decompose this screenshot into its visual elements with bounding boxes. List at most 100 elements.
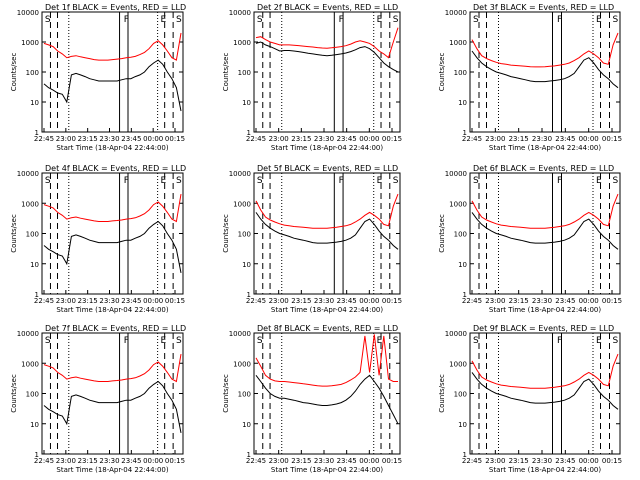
x-tick-label: 00:15 [382,135,402,143]
y-tick-label: 10 [242,99,251,107]
chart-title: Det 6f BLACK = Events, RED = LLD [473,164,614,173]
marker-letter: S [45,336,51,346]
y-axis-label: Counts/sec [10,53,18,92]
x-tick-label: 23:00 [56,457,76,465]
marker-letter: S [176,15,182,25]
plot-frame [253,172,401,295]
chart-panel: Det 7f BLACK = Events, RED = LLD 1 10 100 10… [10,324,186,474]
x-tick-label: 22:45 [246,297,266,305]
x-axis-label: Start Time (18-Apr-04 22:44:00) [56,466,168,474]
x-tick-label: 23:00 [485,457,505,465]
marker-letter: S [257,336,263,346]
series-line [255,193,399,229]
x-tick-label: 23:15 [509,297,529,305]
plot-frame [41,172,184,295]
marker-letter: F [339,176,344,186]
marker-letter: F [339,15,344,25]
x-tick-label: 23:45 [555,457,575,465]
x-tick-label: 23:15 [509,457,529,465]
marker-letter: E [596,15,602,25]
series-line [471,32,619,68]
y-tick-label: 100 [238,231,251,239]
x-tick-label: 23:30 [314,297,334,305]
x-tick-label: 00:15 [602,457,622,465]
plot-frame [469,332,621,455]
x-tick-label: 23:45 [121,457,141,465]
y-tick-label: 10 [458,421,467,429]
marker-letter: S [613,15,619,25]
x-axis-label: Start Time (18-Apr-04 22:44:00) [271,144,383,152]
y-tick-label: 10 [30,421,39,429]
x-tick-label: 23:00 [485,297,505,305]
series-line [43,354,182,383]
x-tick-label: 22:45 [246,135,266,143]
plot-frame [469,172,621,295]
series-line [43,194,182,223]
chart-title: Det 8f BLACK = Events, RED = LLD [257,324,398,333]
x-tick-label: 00:15 [382,457,402,465]
x-tick-label: 23:00 [485,135,505,143]
marker-letter: E [596,336,602,346]
x-tick-label: 23:30 [532,457,552,465]
x-tick-label: 00:15 [602,297,622,305]
x-tick-label: 23:45 [337,297,357,305]
marker-letter: S [393,176,399,186]
y-axis-label: Counts/sec [222,53,230,92]
x-tick-label: 23:15 [78,135,98,143]
marker-letter: E [596,176,602,186]
y-tick-label: 10000 [17,330,39,338]
x-tick-label: 23:30 [532,297,552,305]
x-tick-label: 23:45 [121,135,141,143]
y-tick-label: 10000 [229,9,251,17]
series-line [471,353,619,389]
chart-panel: Det 4f BLACK = Events, RED = LLD 1 10 100 10… [10,164,186,314]
x-tick-label: 22:45 [462,457,482,465]
marker-letter: S [176,336,182,346]
series-line [471,372,619,410]
x-tick-label: 00:00 [359,297,379,305]
y-tick-label: 100 [454,69,467,77]
marker-letter: E [377,336,383,346]
plot-frame [41,332,184,455]
y-tick-label: 10 [30,99,39,107]
x-axis-label: Start Time (18-Apr-04 22:44:00) [56,306,168,314]
y-tick-label: 1 [35,291,39,299]
marker-letter: S [257,176,263,186]
y-tick-label: 100 [26,391,39,399]
x-tick-label: 23:45 [337,135,357,143]
y-tick-label: 1 [247,129,251,137]
chart-panel: Det 9f BLACK = Events, RED = LLD 1 10 100 10… [438,324,622,474]
marker-letter: E [160,15,166,25]
x-tick-label: 23:15 [78,457,98,465]
y-tick-label: 10000 [17,170,39,178]
x-tick-label: 23:30 [99,297,119,305]
x-tick-label: 23:30 [99,135,119,143]
series-line [255,334,398,387]
marker-letter: S [176,176,182,186]
y-tick-label: 1 [35,129,39,137]
y-axis-label: Counts/sec [222,214,230,253]
marker-letter: F [124,336,129,346]
x-axis-label: Start Time (18-Apr-04 22:44:00) [489,144,601,152]
x-tick-label: 22:45 [246,457,266,465]
marker-letter: F [557,176,562,186]
y-tick-label: 10000 [445,9,467,17]
y-tick-label: 1000 [449,360,467,368]
x-tick-label: 23:15 [291,135,311,143]
marker-letter: S [613,176,619,186]
y-tick-label: 10000 [445,330,467,338]
x-tick-label: 23:45 [555,135,575,143]
marker-letter: E [160,176,166,186]
y-tick-label: 1000 [21,200,39,208]
plot-frame [469,11,621,133]
y-tick-label: 1 [35,451,39,459]
x-tick-label: 00:00 [359,135,379,143]
y-tick-label: 10 [242,261,251,269]
y-axis-label: Counts/sec [438,53,446,92]
plot-frame [41,11,184,133]
y-tick-label: 10 [458,99,467,107]
marker-letter: E [377,15,383,25]
y-tick-label: 100 [454,231,467,239]
y-tick-label: 1 [463,451,467,459]
marker-letter: S [45,15,51,25]
